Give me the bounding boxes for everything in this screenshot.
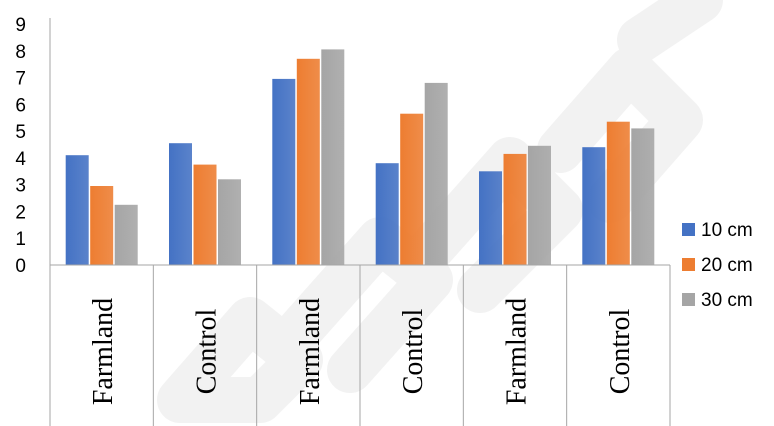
bar-30cm-3 <box>424 82 448 266</box>
y-tick-label: 0 <box>15 256 26 277</box>
bar-10cm-1 <box>169 143 192 265</box>
bar-10cm-3 <box>375 163 399 265</box>
category-label-4: Farmland <box>502 298 533 405</box>
category-label-0: Farmland <box>88 298 119 405</box>
bar-30cm-2 <box>321 49 345 266</box>
bar-20cm-1 <box>193 164 217 265</box>
legend-label-0: 10 cm <box>701 220 753 241</box>
bar-30cm-0 <box>114 204 138 266</box>
category-label-3: Control <box>398 309 429 395</box>
category-label-2: Farmland <box>295 298 326 405</box>
y-tick-label: 1 <box>15 229 26 250</box>
y-tick-label: 2 <box>15 202 26 223</box>
y-tick-label: 3 <box>15 176 26 197</box>
bar-20cm-4 <box>503 153 527 265</box>
bar-30cm-4 <box>528 145 551 265</box>
y-tick-label: 4 <box>15 149 26 170</box>
legend-swatch-2 <box>682 293 695 306</box>
bar-20cm-3 <box>400 113 424 265</box>
bar-30cm-5 <box>631 128 655 265</box>
y-tick-label: 9 <box>15 15 26 36</box>
category-label-5: Control <box>605 309 636 395</box>
y-tick-label: 5 <box>15 122 26 143</box>
y-tick-label: 8 <box>15 42 26 63</box>
legend-label-1: 20 cm <box>701 255 753 276</box>
legend: 10 cm 20 cm 30 cm <box>682 220 753 311</box>
legend-swatch-1 <box>682 258 695 271</box>
y-tick-labels: 0 1 2 3 4 5 6 7 8 9 <box>15 15 26 277</box>
bar-10cm-4 <box>479 171 502 265</box>
category-label-1: Control <box>192 309 223 395</box>
y-tick-label: 7 <box>15 69 26 90</box>
bar-30cm-1 <box>218 179 241 265</box>
bar-20cm-5 <box>606 121 630 265</box>
y-tick-label: 6 <box>15 95 26 116</box>
bar-10cm-0 <box>65 155 89 265</box>
axes-group <box>49 18 671 426</box>
bar-10cm-5 <box>582 147 606 265</box>
legend-label-2: 30 cm <box>701 290 753 311</box>
x-category-labels: Farmland Control Farmland Control Farmland Co… <box>88 298 636 405</box>
bar-10cm-2 <box>272 78 296 266</box>
bar-20cm-2 <box>296 58 320 265</box>
bar-20cm-0 <box>90 186 114 265</box>
bars-group <box>65 49 655 266</box>
legend-swatch-0 <box>682 223 695 236</box>
